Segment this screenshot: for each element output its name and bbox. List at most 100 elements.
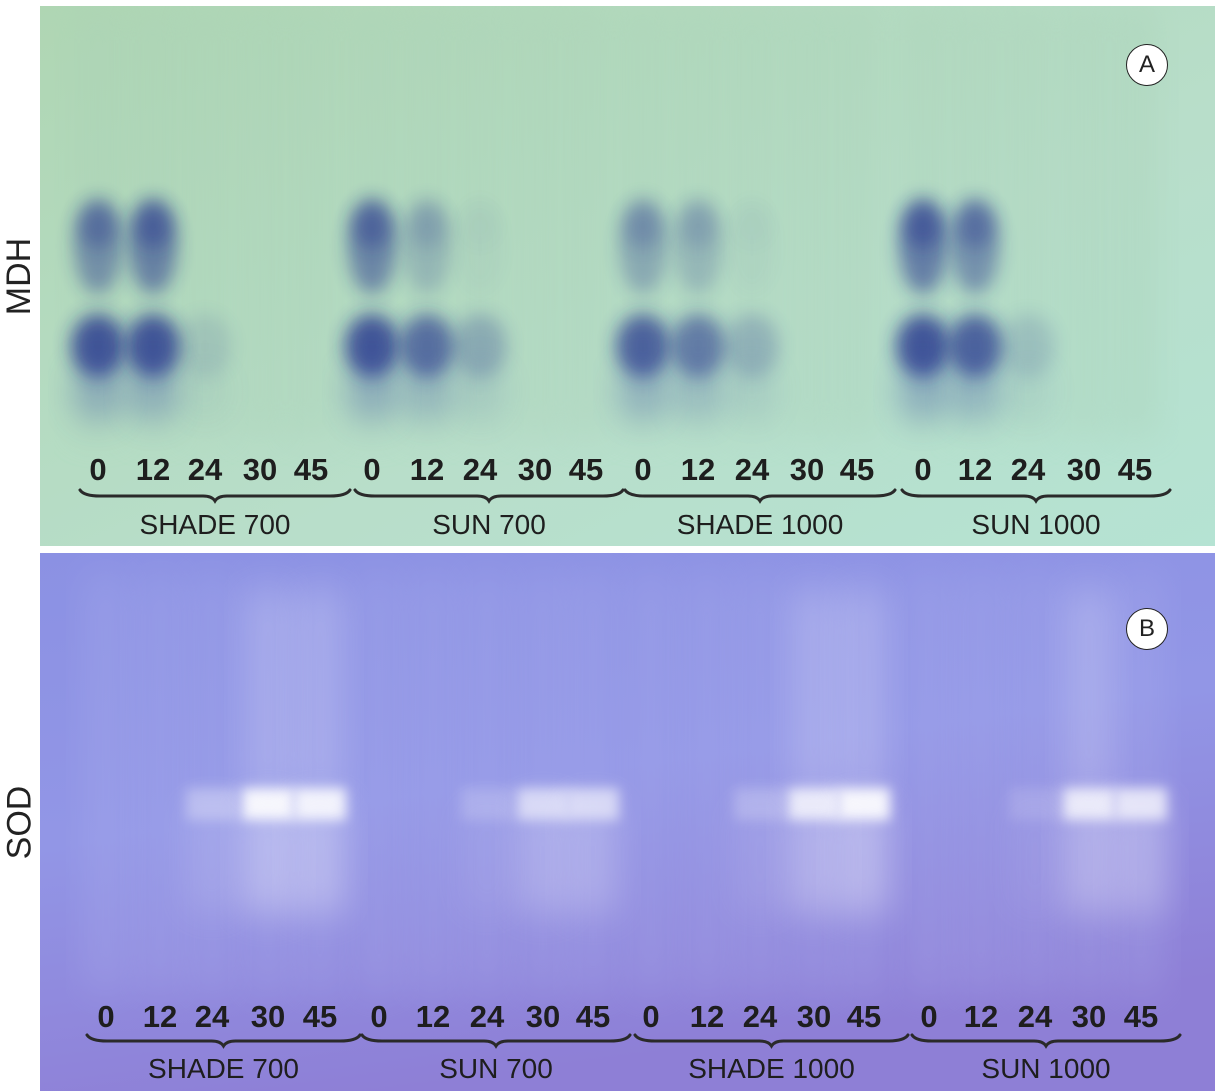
mdh-gel-image <box>40 6 1215 546</box>
mdh-lower-band <box>345 314 399 378</box>
lane-streak <box>1062 6 1106 436</box>
group-brace <box>633 1033 910 1049</box>
lane-label: 0 <box>920 999 938 1034</box>
lane-streak <box>523 573 563 993</box>
lane-streak <box>573 573 613 993</box>
lane-label: 30 <box>525 999 561 1034</box>
mdh-smear <box>347 361 397 421</box>
lane-label: 12 <box>142 999 178 1034</box>
sod-smear <box>736 803 784 913</box>
panel-b-letter-text: B <box>1138 615 1155 642</box>
lane-streak <box>1015 573 1055 993</box>
mdh-lower-band <box>725 314 779 378</box>
lane-label: 45 <box>568 452 604 487</box>
sod-gel-image <box>40 553 1215 1091</box>
sod-upper-smear <box>298 593 342 793</box>
sod-side-label: SOD <box>0 553 40 1091</box>
lane-label: 12 <box>415 999 451 1034</box>
lane-label: 45 <box>846 999 882 1034</box>
lane-streak <box>467 573 507 993</box>
group-label: SUN 1000 <box>981 1053 1111 1084</box>
panel-a-letter-text: A <box>1138 51 1155 78</box>
sod-smear <box>1065 803 1113 913</box>
lane-label: 45 <box>839 452 875 487</box>
lane-streak <box>359 573 399 993</box>
lane-streak <box>631 573 671 993</box>
lane-label: 12 <box>689 999 725 1034</box>
group-label: SHADE 1000 <box>676 509 844 540</box>
lane-label: 12 <box>135 452 171 487</box>
lane-label: 24 <box>1010 452 1046 487</box>
panel-a-letter: A <box>1126 44 1168 86</box>
lane-streak <box>740 573 780 993</box>
lane-label: 12 <box>680 452 716 487</box>
mdh-upper-band-core <box>732 204 772 248</box>
sod-smear <box>296 803 344 913</box>
mdh-smear <box>128 361 178 421</box>
lane-streak <box>687 573 727 993</box>
lane-streak <box>238 6 282 436</box>
lane-streak <box>513 6 557 436</box>
lane-label: 45 <box>1117 452 1153 487</box>
lane-label: 30 <box>1071 999 1107 1034</box>
mdh-lower-band <box>616 314 670 378</box>
panel-b-letter: B <box>1126 608 1168 650</box>
group-label: SUN 700 <box>439 1053 553 1084</box>
mdh-upper-band-core <box>903 204 943 248</box>
lane-streak <box>564 6 608 436</box>
mdh-lower-band <box>896 314 950 378</box>
lane-label: 0 <box>914 452 932 487</box>
lane-label: 45 <box>1123 999 1159 1034</box>
mdh-smear <box>73 361 123 421</box>
mdh-smear <box>1003 361 1053 421</box>
group-brace <box>623 488 897 504</box>
mdh-smear <box>455 361 505 421</box>
lane-label: 12 <box>963 999 999 1034</box>
lane-streak <box>961 573 1001 993</box>
lane-label: 0 <box>97 999 115 1034</box>
mdh-side-label: MDH <box>0 6 40 546</box>
group-label: SUN 700 <box>432 509 546 540</box>
lane-streak <box>140 573 180 993</box>
sod-smear <box>463 803 511 913</box>
sod-smear <box>188 803 236 913</box>
sod-upper-smear <box>842 593 886 793</box>
sod-smear <box>840 803 888 913</box>
mdh-smear <box>727 361 777 421</box>
mdh-smear <box>898 361 948 421</box>
sod-smear <box>244 803 292 913</box>
lane-label: 45 <box>293 452 329 487</box>
sod-upper-smear <box>246 593 290 793</box>
group-brace <box>900 488 1172 504</box>
lane-label: 12 <box>409 452 445 487</box>
sod-smear <box>519 803 567 913</box>
mdh-smear <box>618 361 668 421</box>
sod-smear <box>569 803 617 913</box>
lane-label: 24 <box>462 452 498 487</box>
mdh-upper-band-core <box>678 204 718 248</box>
lane-label: 30 <box>789 452 825 487</box>
mdh-lower-band <box>126 314 180 378</box>
lane-label: 0 <box>89 452 107 487</box>
mdh-lower-band <box>671 314 725 378</box>
mdh-lower-band <box>71 314 125 378</box>
mdh-upper-band-core <box>407 204 447 248</box>
lane-label: 45 <box>302 999 338 1034</box>
mdh-text: MDH <box>0 237 39 315</box>
lane-streak <box>909 573 949 993</box>
group-brace <box>910 1033 1182 1049</box>
mdh-lower-band <box>178 314 232 378</box>
mdh-lower-band <box>453 314 507 378</box>
lane-label: 30 <box>1066 452 1102 487</box>
lane-streak <box>289 6 333 436</box>
sod-gel-panel: B 0 12 24 30 45 SHADE 700 0 12 24 30 45 SUN 700 0 12 2… <box>40 553 1215 1091</box>
lane-label: 0 <box>634 452 652 487</box>
lane-streak <box>86 573 126 993</box>
lane-label: 0 <box>363 452 381 487</box>
mdh-smear <box>402 361 452 421</box>
sod-upper-smear <box>1067 593 1111 793</box>
lane-label: 30 <box>242 452 278 487</box>
mdh-upper-band-core <box>352 204 392 248</box>
lane-label: 24 <box>1017 999 1053 1034</box>
lane-label: 30 <box>517 452 553 487</box>
